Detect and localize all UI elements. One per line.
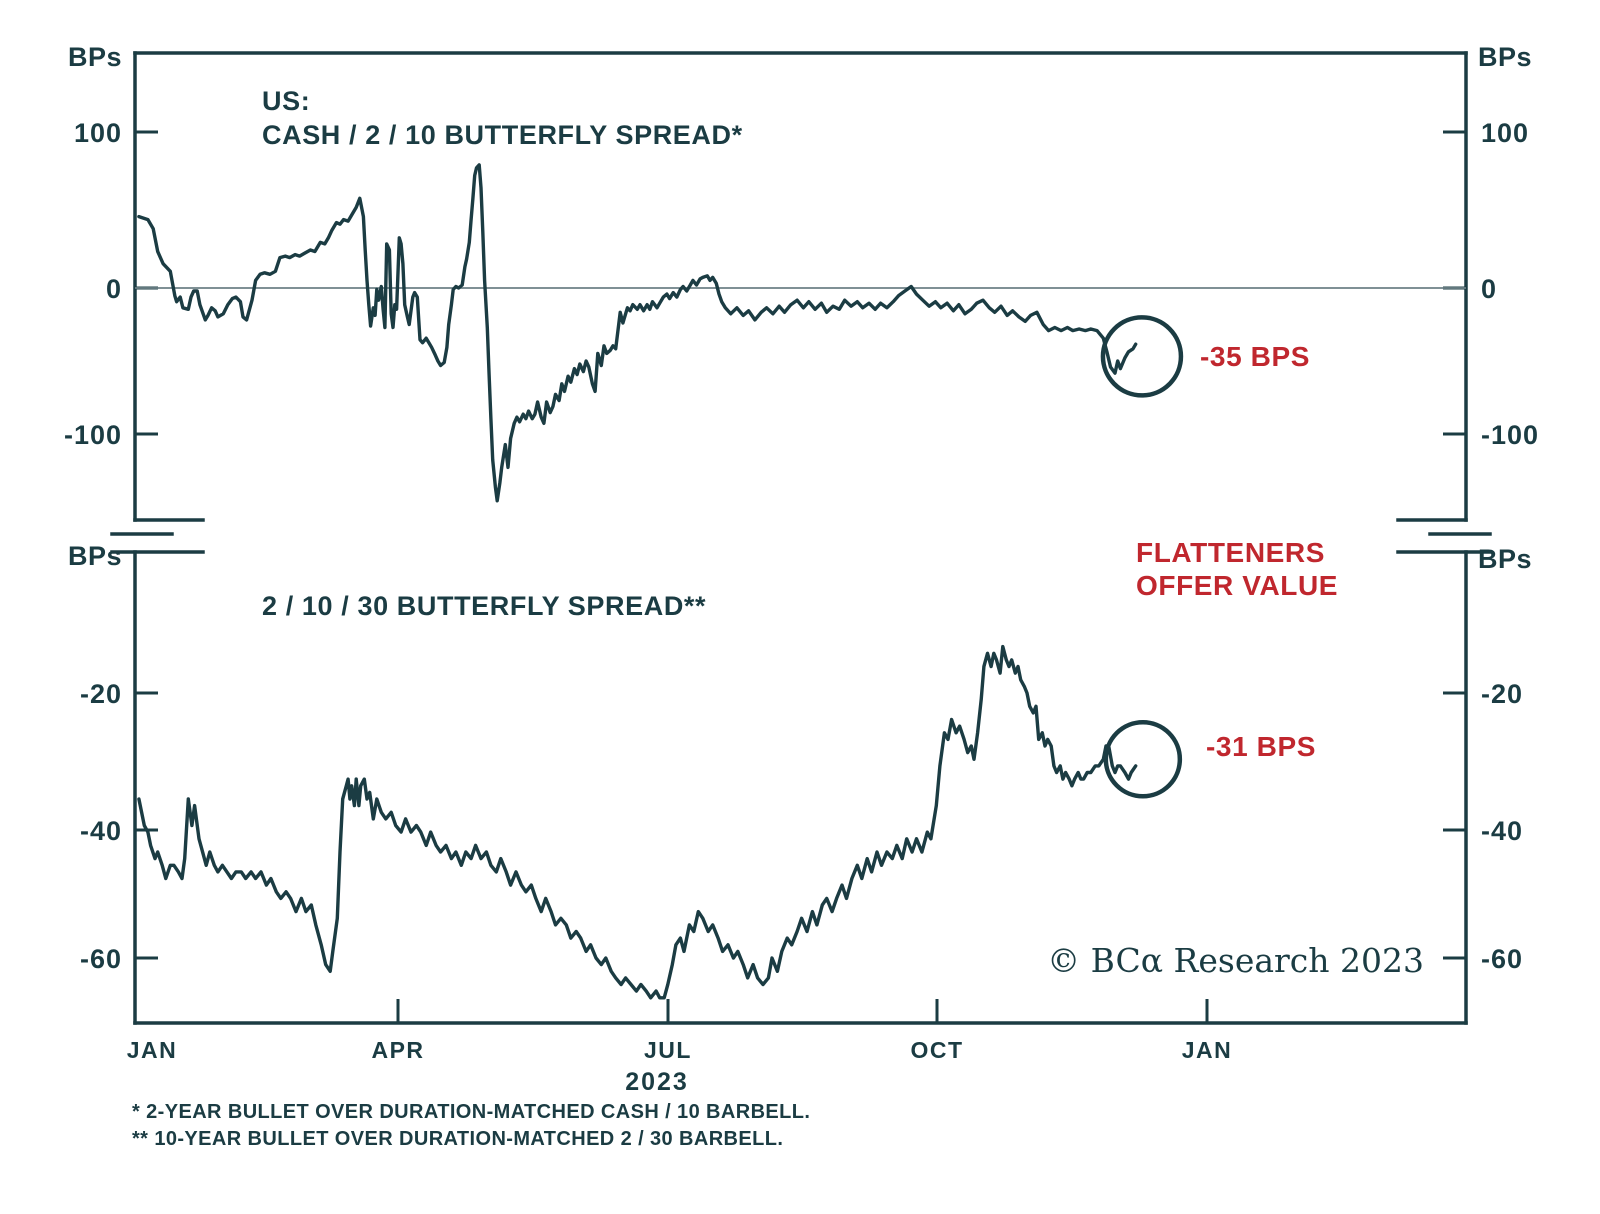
bottom-annotation-label: -31 BPS (1206, 731, 1316, 762)
y-tick-label: -40 (80, 816, 122, 846)
top-left-unit-label: BPs (68, 42, 122, 72)
callout-line1: FLATTENERS (1136, 537, 1325, 568)
y-tick-label: 0 (106, 274, 122, 304)
top-annotation-ring (1100, 315, 1184, 398)
y-tick-label: -60 (80, 944, 122, 974)
bottom-right-unit-label: BPs (1478, 544, 1532, 574)
y-tick-label: -20 (1481, 679, 1523, 709)
y-tick-label: -60 (1481, 944, 1523, 974)
y-tick-label: -100 (1481, 420, 1539, 450)
y-tick-label: 0 (1481, 274, 1497, 304)
footnote-1: * 2-YEAR BULLET OVER DURATION-MATCHED CA… (132, 1101, 810, 1123)
x-tick-label: JUL (644, 1037, 692, 1063)
callout-line2: OFFER VALUE (1136, 570, 1338, 601)
x-tick-label: JAN (127, 1037, 178, 1063)
bottom-panel-y-ticks (135, 691, 1466, 960)
y-tick-label: 100 (1481, 118, 1529, 148)
bca-research-credit: © BCα Research 2023 (1047, 941, 1424, 980)
x-tick-label: OCT (910, 1037, 963, 1063)
top-right-unit-label: BPs (1478, 42, 1532, 72)
footnote-2: ** 10-YEAR BULLET OVER DURATION-MATCHED … (132, 1128, 783, 1150)
x-tick-label: JAN (1182, 1037, 1233, 1063)
top-panel-y-ticks (135, 130, 1466, 436)
y-tick-label: -40 (1481, 816, 1523, 846)
x-tick-label: APR (371, 1037, 424, 1063)
y-tick-label: 100 (74, 118, 122, 148)
bottom-chart-title: 2 / 10 / 30 BUTTERFLY SPREAD** (262, 591, 706, 621)
x-axis-ticks (396, 999, 1209, 1023)
top-chart-title-line1: US: (262, 86, 310, 116)
y-tick-label: -100 (64, 420, 122, 450)
bottom-panel-frame (110, 550, 1492, 1025)
y-tick-label: -20 (80, 679, 122, 709)
bottom-left-unit-label: BPs (68, 541, 122, 571)
x-axis-year-label: 2023 (625, 1068, 689, 1096)
top-chart-title-line2: CASH / 2 / 10 BUTTERFLY SPREAD* (262, 120, 743, 150)
top-annotation-label: -35 BPS (1200, 341, 1310, 372)
top-series-line (137, 163, 1138, 503)
bottom-series-line (137, 644, 1138, 1000)
bottom-annotation-ring (1103, 720, 1183, 799)
